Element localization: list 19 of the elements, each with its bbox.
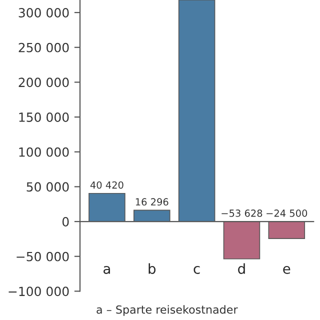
data-label: 40 420 [90, 181, 124, 189]
y-tick-label: 0 [62, 217, 69, 226]
y-tick-label: 300 000 [18, 8, 69, 18]
y-tick-label: 200 000 [18, 78, 69, 88]
x-tick-label: a [104, 266, 110, 274]
x-tick-label: c [194, 266, 200, 274]
text: a – Sparte reisekostnader [96, 305, 238, 316]
data-label: −24 500 [266, 210, 308, 217]
y-tick-label: 100 000 [19, 147, 69, 157]
x-tick-label: b [148, 263, 156, 274]
y-tick-label: −50 000 [16, 252, 69, 262]
x-tick-label: e [283, 266, 290, 274]
y-tick-label: 150 000 [19, 112, 69, 122]
y-tick-label: 250 000 [18, 42, 69, 52]
data-label: 16 296 [136, 198, 168, 206]
x-tick-label: d [238, 263, 245, 274]
data-label: −53 628 [222, 210, 262, 217]
y-tick-label: −100 000 [8, 286, 69, 296]
y-tick-label: 50 000 [26, 182, 69, 192]
